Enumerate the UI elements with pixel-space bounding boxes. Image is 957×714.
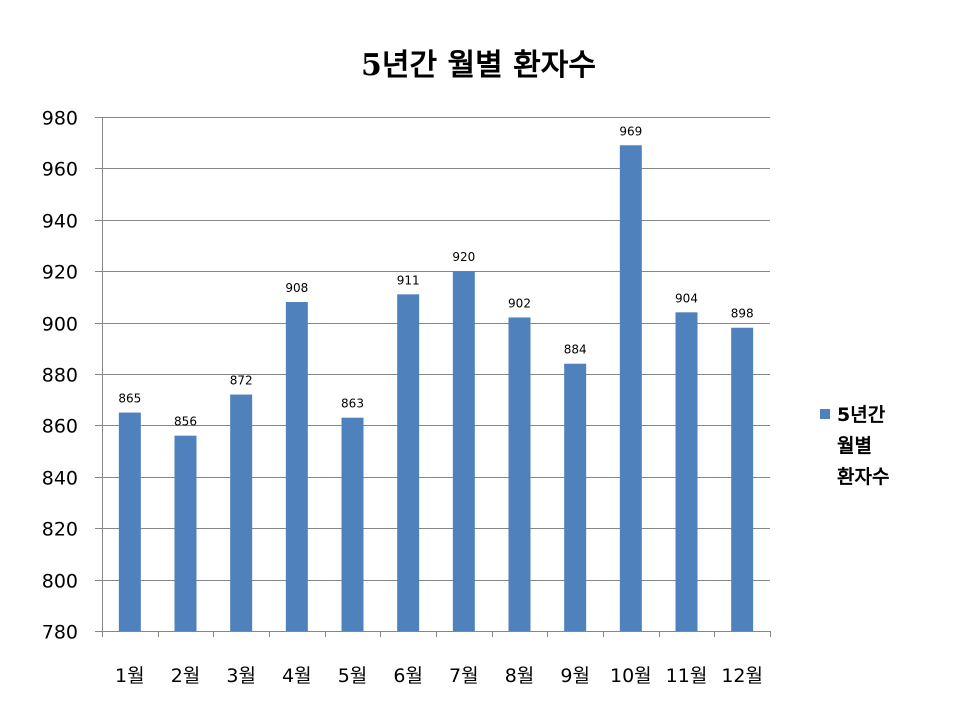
x-tick-label: 9월: [560, 665, 590, 687]
legend-swatch: [820, 409, 830, 419]
data-label: 904: [675, 291, 698, 305]
bar: [508, 317, 531, 631]
y-tick-label: 820: [42, 519, 78, 541]
bar: [118, 412, 141, 631]
bar: [174, 435, 197, 631]
data-label: 856: [174, 415, 197, 429]
bar: [452, 271, 475, 631]
data-label: 872: [230, 374, 253, 388]
data-label: 920: [452, 250, 475, 264]
data-label: 902: [508, 296, 531, 310]
data-label: 898: [731, 307, 754, 321]
data-label: 911: [397, 273, 420, 287]
y-tick-label: 780: [42, 622, 78, 644]
legend-label: 5년간 월별 환자수: [837, 404, 890, 488]
x-tick-label: 3월: [226, 665, 256, 687]
x-tick-label: 12월: [721, 665, 763, 687]
chart-title: 5년간 월별 환자수: [361, 48, 596, 83]
y-tick-label: 920: [42, 262, 78, 284]
x-tick-label: 7월: [449, 665, 479, 687]
x-tick-label: 10월: [610, 665, 652, 687]
bar: [619, 145, 642, 631]
y-tick-label: 900: [42, 314, 78, 336]
bar: [285, 302, 308, 631]
x-tick-label: 4월: [282, 665, 312, 687]
x-tick-label: 2월: [171, 665, 201, 687]
y-tick-label: 800: [42, 571, 78, 593]
data-label: 908: [285, 281, 308, 295]
data-label: 884: [564, 343, 587, 357]
bar: [675, 312, 698, 631]
y-tick-label: 980: [42, 108, 78, 130]
y-tick-label: 960: [42, 159, 78, 181]
x-tick-label: 8월: [505, 665, 535, 687]
bar: [230, 394, 253, 631]
bar: [564, 363, 587, 631]
y-tick-label: 860: [42, 416, 78, 438]
y-tick-label: 880: [42, 365, 78, 387]
data-label: 863: [341, 397, 364, 411]
bar: [731, 327, 754, 631]
data-label: 969: [619, 124, 642, 138]
bar: [397, 294, 420, 631]
y-tick-label: 840: [42, 468, 78, 490]
x-tick-label: 5월: [338, 665, 368, 687]
x-tick-label: 6월: [393, 665, 423, 687]
bar: [341, 417, 364, 631]
x-tick-label: 11월: [666, 665, 708, 687]
y-tick-label: 940: [42, 211, 78, 233]
x-tick-label: 1월: [115, 665, 145, 687]
data-label: 865: [118, 392, 141, 406]
